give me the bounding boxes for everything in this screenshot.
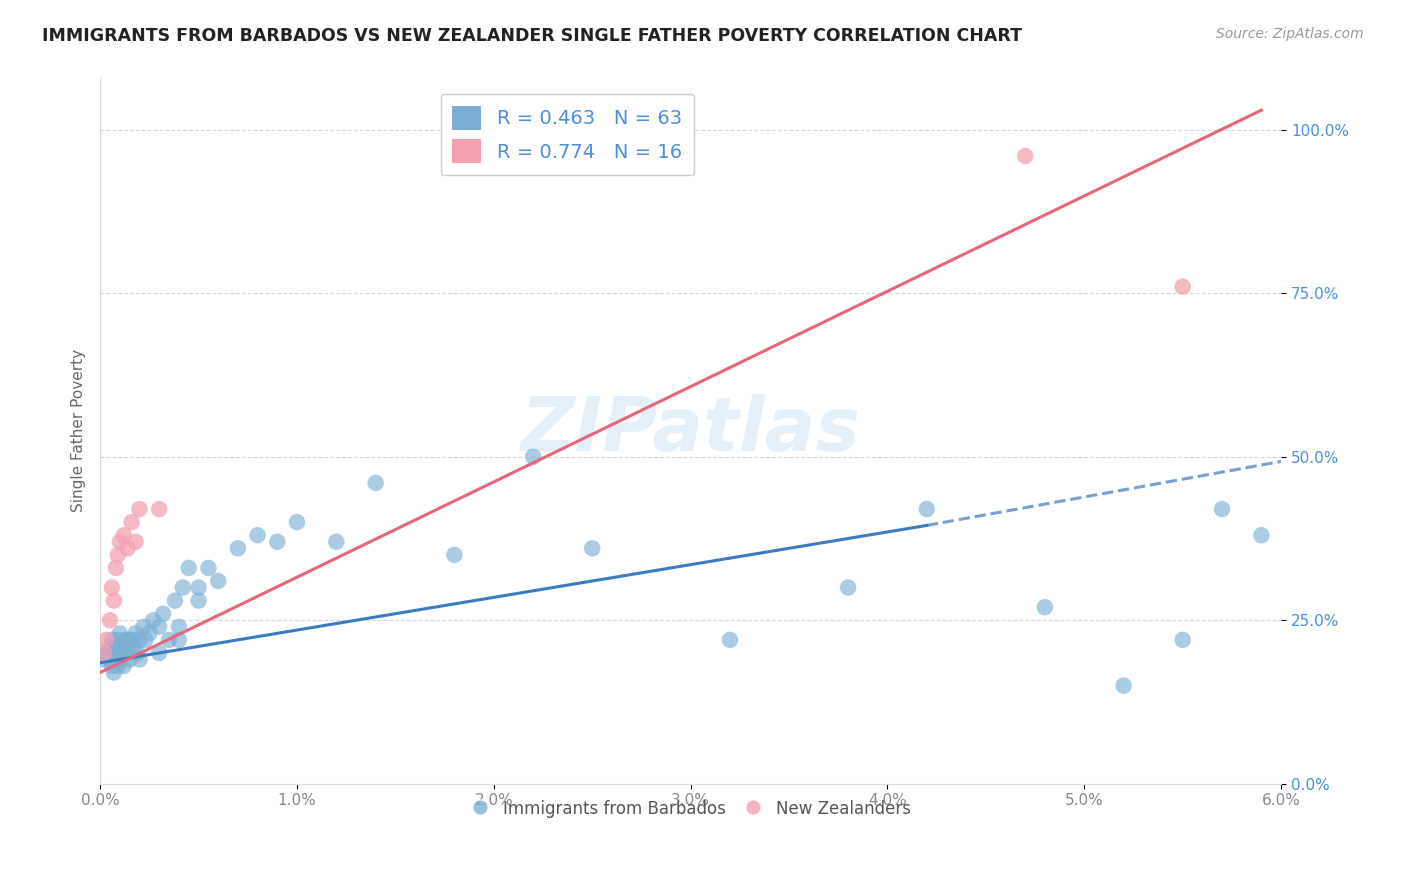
- Point: [121, 632, 143, 647]
- Point: [837, 581, 859, 595]
- Point: [132, 620, 155, 634]
- Point: [124, 626, 146, 640]
- Point: [118, 632, 141, 647]
- Point: [107, 659, 129, 673]
- Point: [108, 626, 131, 640]
- Point: [1171, 632, 1194, 647]
- Point: [97, 646, 120, 660]
- Point: [93, 646, 115, 660]
- Point: [107, 548, 129, 562]
- Point: [101, 659, 124, 673]
- Point: [522, 450, 544, 464]
- Point: [94, 632, 117, 647]
- Point: [207, 574, 229, 588]
- Point: [127, 646, 149, 660]
- Text: Source: ZipAtlas.com: Source: ZipAtlas.com: [1216, 27, 1364, 41]
- Point: [117, 646, 139, 660]
- Point: [148, 502, 170, 516]
- Point: [98, 613, 121, 627]
- Point: [108, 534, 131, 549]
- Point: [128, 502, 150, 516]
- Point: [197, 561, 219, 575]
- Point: [1014, 149, 1036, 163]
- Point: [187, 593, 209, 607]
- Point: [103, 593, 125, 607]
- Point: [1112, 679, 1135, 693]
- Point: [172, 581, 194, 595]
- Point: [718, 632, 741, 647]
- Point: [285, 515, 308, 529]
- Point: [325, 534, 347, 549]
- Point: [101, 632, 124, 647]
- Point: [148, 620, 170, 634]
- Point: [104, 652, 127, 666]
- Point: [443, 548, 465, 562]
- Point: [915, 502, 938, 516]
- Point: [112, 528, 135, 542]
- Point: [163, 593, 186, 607]
- Point: [138, 626, 160, 640]
- Point: [167, 632, 190, 647]
- Text: ZIPatlas: ZIPatlas: [520, 394, 860, 467]
- Point: [148, 646, 170, 660]
- Point: [581, 541, 603, 556]
- Point: [118, 652, 141, 666]
- Point: [114, 632, 136, 647]
- Point: [124, 534, 146, 549]
- Point: [112, 640, 135, 654]
- Point: [117, 541, 139, 556]
- Point: [246, 528, 269, 542]
- Point: [121, 515, 143, 529]
- Point: [101, 581, 124, 595]
- Point: [122, 640, 145, 654]
- Point: [108, 652, 131, 666]
- Point: [94, 646, 117, 660]
- Point: [364, 475, 387, 490]
- Point: [152, 607, 174, 621]
- Point: [93, 652, 115, 666]
- Point: [1171, 279, 1194, 293]
- Point: [226, 541, 249, 556]
- Point: [128, 652, 150, 666]
- Legend: Immigrants from Barbados, New Zealanders: Immigrants from Barbados, New Zealanders: [464, 793, 918, 825]
- Point: [112, 659, 135, 673]
- Point: [187, 581, 209, 595]
- Point: [114, 646, 136, 660]
- Point: [167, 620, 190, 634]
- Text: IMMIGRANTS FROM BARBADOS VS NEW ZEALANDER SINGLE FATHER POVERTY CORRELATION CHAR: IMMIGRANTS FROM BARBADOS VS NEW ZEALANDE…: [42, 27, 1022, 45]
- Point: [103, 646, 125, 660]
- Point: [107, 632, 129, 647]
- Point: [98, 652, 121, 666]
- Point: [103, 665, 125, 680]
- Point: [1250, 528, 1272, 542]
- Point: [157, 632, 180, 647]
- Point: [177, 561, 200, 575]
- Y-axis label: Single Father Poverty: Single Father Poverty: [72, 349, 86, 512]
- Point: [266, 534, 288, 549]
- Point: [98, 640, 121, 654]
- Point: [1033, 600, 1056, 615]
- Point: [1211, 502, 1233, 516]
- Point: [142, 613, 165, 627]
- Point: [104, 561, 127, 575]
- Point: [108, 646, 131, 660]
- Point: [104, 640, 127, 654]
- Point: [134, 632, 156, 647]
- Point: [128, 632, 150, 647]
